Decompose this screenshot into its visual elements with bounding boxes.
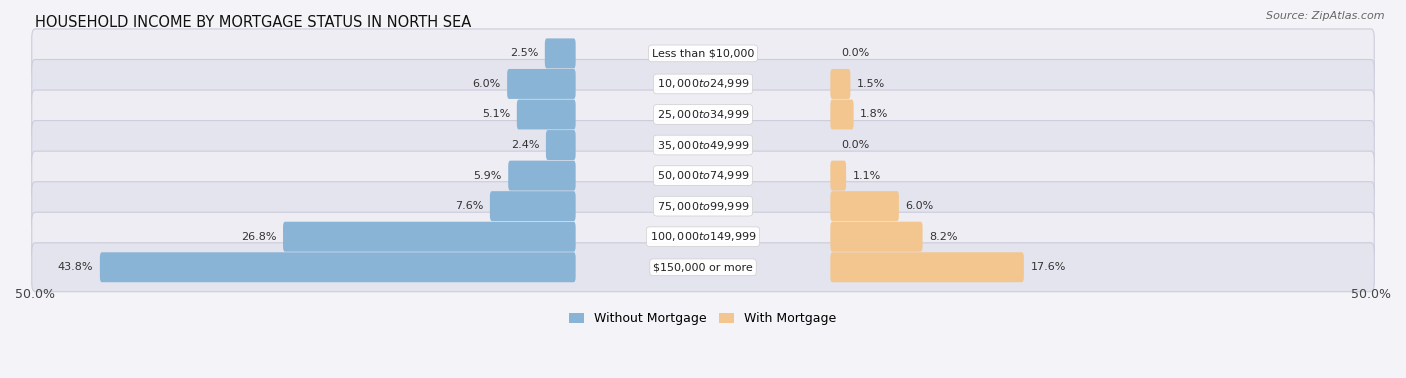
- FancyBboxPatch shape: [32, 59, 1374, 108]
- Legend: Without Mortgage, With Mortgage: Without Mortgage, With Mortgage: [564, 307, 842, 330]
- Text: 1.5%: 1.5%: [858, 79, 886, 89]
- Text: 1.1%: 1.1%: [853, 170, 882, 181]
- Text: 17.6%: 17.6%: [1031, 262, 1066, 272]
- FancyBboxPatch shape: [508, 69, 575, 99]
- Text: Source: ZipAtlas.com: Source: ZipAtlas.com: [1267, 11, 1385, 21]
- FancyBboxPatch shape: [283, 222, 575, 252]
- Text: $100,000 to $149,999: $100,000 to $149,999: [650, 230, 756, 243]
- Text: $25,000 to $34,999: $25,000 to $34,999: [657, 108, 749, 121]
- Text: 1.8%: 1.8%: [860, 110, 889, 119]
- FancyBboxPatch shape: [32, 121, 1374, 169]
- FancyBboxPatch shape: [831, 99, 853, 130]
- Text: 5.9%: 5.9%: [474, 170, 502, 181]
- Text: $10,000 to $24,999: $10,000 to $24,999: [657, 77, 749, 90]
- FancyBboxPatch shape: [32, 212, 1374, 261]
- Text: $50,000 to $74,999: $50,000 to $74,999: [657, 169, 749, 182]
- FancyBboxPatch shape: [831, 252, 1024, 282]
- Text: $150,000 or more: $150,000 or more: [654, 262, 752, 272]
- Text: 0.0%: 0.0%: [841, 140, 869, 150]
- Text: 43.8%: 43.8%: [58, 262, 93, 272]
- Text: 6.0%: 6.0%: [472, 79, 501, 89]
- Text: Less than $10,000: Less than $10,000: [652, 48, 754, 58]
- FancyBboxPatch shape: [32, 151, 1374, 200]
- Text: 0.0%: 0.0%: [841, 48, 869, 58]
- FancyBboxPatch shape: [32, 243, 1374, 292]
- Text: $35,000 to $49,999: $35,000 to $49,999: [657, 139, 749, 152]
- Text: 8.2%: 8.2%: [929, 232, 957, 242]
- Text: HOUSEHOLD INCOME BY MORTGAGE STATUS IN NORTH SEA: HOUSEHOLD INCOME BY MORTGAGE STATUS IN N…: [35, 15, 471, 30]
- FancyBboxPatch shape: [32, 29, 1374, 78]
- FancyBboxPatch shape: [831, 69, 851, 99]
- Text: 26.8%: 26.8%: [240, 232, 277, 242]
- FancyBboxPatch shape: [831, 161, 846, 191]
- Text: $75,000 to $99,999: $75,000 to $99,999: [657, 200, 749, 213]
- Text: 6.0%: 6.0%: [905, 201, 934, 211]
- FancyBboxPatch shape: [100, 252, 575, 282]
- FancyBboxPatch shape: [546, 130, 575, 160]
- FancyBboxPatch shape: [489, 191, 575, 221]
- FancyBboxPatch shape: [546, 39, 575, 68]
- Text: 7.6%: 7.6%: [454, 201, 484, 211]
- FancyBboxPatch shape: [831, 191, 898, 221]
- FancyBboxPatch shape: [32, 182, 1374, 231]
- Text: 5.1%: 5.1%: [482, 110, 510, 119]
- Text: 2.4%: 2.4%: [510, 140, 540, 150]
- FancyBboxPatch shape: [32, 90, 1374, 139]
- FancyBboxPatch shape: [517, 99, 575, 130]
- FancyBboxPatch shape: [831, 222, 922, 252]
- Text: 2.5%: 2.5%: [510, 48, 538, 58]
- FancyBboxPatch shape: [508, 161, 575, 191]
